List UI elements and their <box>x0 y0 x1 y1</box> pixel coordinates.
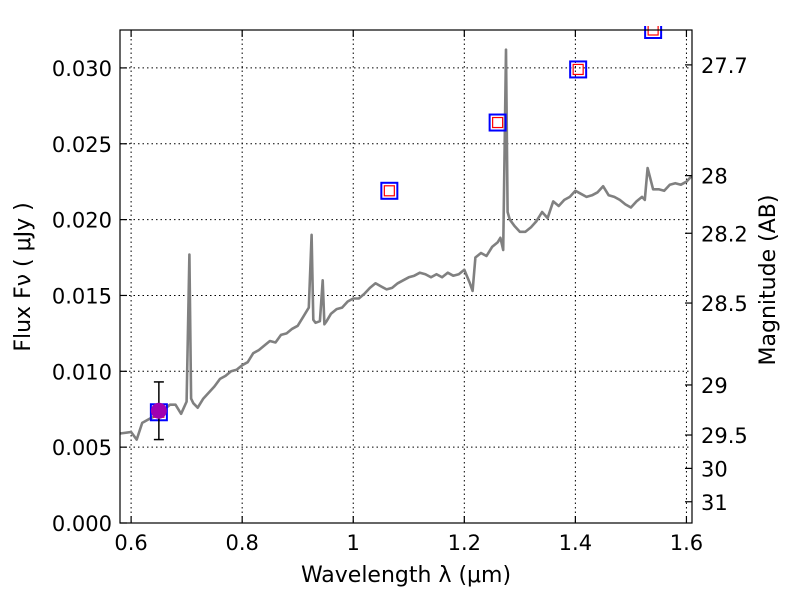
x-tick-label: 0.8 <box>225 531 258 555</box>
magnitude-tick-label: 28 <box>701 165 728 189</box>
model-flux-marker-inner <box>572 63 584 76</box>
magnitude-tick-label: 28.5 <box>701 292 748 316</box>
grid-layer <box>120 30 692 523</box>
x-tick-label: 1.2 <box>448 531 481 555</box>
y-tick-label: 0.015 <box>52 284 112 308</box>
x-tick-label: 1.4 <box>559 531 592 555</box>
y-tick-label: 0.030 <box>52 57 112 81</box>
y2-axis-title: Magnitude (AB) <box>756 195 781 366</box>
y-tick-label: 0.005 <box>52 436 112 460</box>
magnitude-tick-label: 29 <box>701 374 728 398</box>
model-flux-marker <box>380 181 399 200</box>
magnitude-tick-label: 29.5 <box>701 424 748 448</box>
series-layer <box>120 26 692 441</box>
magnitude-tick-label: 31 <box>701 491 728 515</box>
x-tick-label: 1 <box>347 531 360 555</box>
magnitude-axis: 27.7 28 28.2 28.5 29 29.5 30 31 <box>685 54 748 515</box>
magnitude-tick-label: 28.2 <box>701 222 748 246</box>
magnitude-tick-label: 27.7 <box>701 54 748 78</box>
plot-frame <box>119 29 693 524</box>
x-axis-title: Wavelength λ (μm) <box>301 563 511 588</box>
y-tick-label: 0.020 <box>52 209 112 233</box>
x-tick-label: 0.6 <box>114 531 147 555</box>
model-flux-marker-inner <box>492 116 504 129</box>
x-tick-label: 1.6 <box>670 531 703 555</box>
y-tick-label: 0.010 <box>52 360 112 384</box>
observed-flux-point <box>150 402 167 419</box>
y-axis: 0.000 0.005 0.010 0.015 0.020 0.025 0.030 <box>52 57 127 536</box>
x-axis: 0.6 0.8 1 1.2 1.4 1.6 <box>114 30 703 555</box>
magnitude-tick-label: 30 <box>701 457 728 481</box>
model-flux-marker-inner <box>383 185 395 197</box>
y-tick-label: 0.025 <box>52 133 112 157</box>
model-flux-marker <box>488 113 507 132</box>
y-axis-title: Flux Fν ( μJy ) <box>11 202 36 351</box>
y-tick-label: 0.000 <box>52 512 112 536</box>
spectrum-line <box>120 48 692 441</box>
model-flux-marker <box>569 60 588 79</box>
